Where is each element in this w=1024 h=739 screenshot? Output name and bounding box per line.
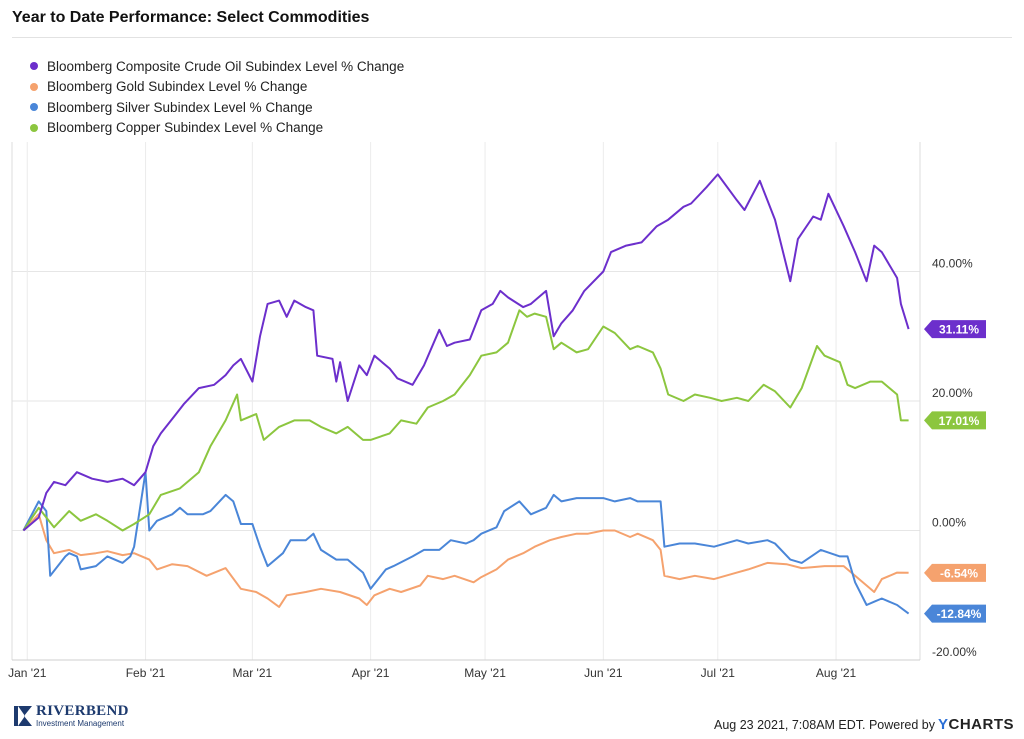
legend: Bloomberg Composite Crude Oil Subindex L… (30, 56, 404, 138)
footer-timestamp: Aug 23 2021, 7:08AM EDT. Powered by (714, 717, 935, 732)
riverbend-logo-icon (14, 706, 32, 726)
series-line-crude-oil (22, 173, 910, 532)
legend-item-silver[interactable]: Bloomberg Silver Subindex Level % Change (30, 97, 404, 118)
legend-label-crude-oil: Bloomberg Composite Crude Oil Subindex L… (47, 58, 405, 74)
y-tick-label: 20.00% (932, 386, 973, 400)
y-tick-label: 0.00% (932, 516, 966, 530)
logo-tagline: Investment Management (36, 719, 125, 728)
x-tick-label: Mar '21 (233, 666, 273, 680)
chart-title: Year to Date Performance: Select Commodi… (12, 9, 370, 26)
legend-item-copper[interactable]: Bloomberg Copper Subindex Level % Change (30, 118, 404, 139)
riverbend-logo[interactable]: RIVERBEND Investment Management (14, 704, 129, 728)
legend-dot-silver (30, 103, 38, 112)
end-value-label-gold: -6.54% (940, 566, 978, 580)
line-chart: -20.00% 0.00% 20.00% 40.00% Jan '21 Feb '21 Ma… (8, 142, 986, 680)
legend-dot-copper (30, 123, 38, 132)
x-tick-label: Jun '21 (584, 666, 623, 680)
ycharts-logo[interactable]: YCHARTS (938, 716, 1014, 733)
end-value-tag-crude-oil (924, 320, 986, 339)
legend-item-crude-oil[interactable]: Bloomberg Composite Crude Oil Subindex L… (30, 56, 404, 77)
legend-label-silver: Bloomberg Silver Subindex Level % Change (47, 99, 313, 115)
legend-label-gold: Bloomberg Gold Subindex Level % Change (47, 79, 308, 95)
end-value-label-copper: 17.01% (939, 414, 980, 428)
y-tick-label: -20.00% (932, 645, 977, 659)
x-tick-label: May '21 (464, 666, 506, 680)
title-divider (12, 37, 1012, 38)
legend-item-gold[interactable]: Bloomberg Gold Subindex Level % Change (30, 77, 404, 98)
x-tick-label: Feb '21 (126, 666, 166, 680)
end-value-label-crude-oil: 31.11% (939, 323, 979, 337)
x-tick-label: Apr '21 (352, 666, 390, 680)
legend-label-copper: Bloomberg Copper Subindex Level % Change (47, 120, 324, 136)
logo-wordmark: RIVERBEND (36, 703, 129, 719)
end-value-tag-copper (924, 411, 986, 430)
series-line-gold (22, 513, 909, 608)
legend-dot-crude-oil (30, 62, 38, 71)
end-value-tag-gold (924, 563, 986, 582)
series-line-silver (22, 471, 910, 615)
series-line-copper (22, 309, 909, 532)
legend-dot-gold (30, 82, 38, 91)
end-value-tag-silver (924, 604, 986, 623)
x-tick-label: Jul '21 (701, 666, 736, 680)
ycharts-logo-y: Y (937, 716, 949, 733)
x-tick-label: Jan '21 (8, 666, 47, 680)
footer-credit: Aug 23 2021, 7:08AM EDT. Powered by YCHA… (714, 716, 1014, 733)
end-value-label-silver: -12.84% (937, 607, 982, 621)
ycharts-logo-text: CHARTS (948, 716, 1014, 733)
y-tick-label: 40.00% (932, 257, 973, 271)
x-tick-label: Aug '21 (816, 666, 857, 680)
